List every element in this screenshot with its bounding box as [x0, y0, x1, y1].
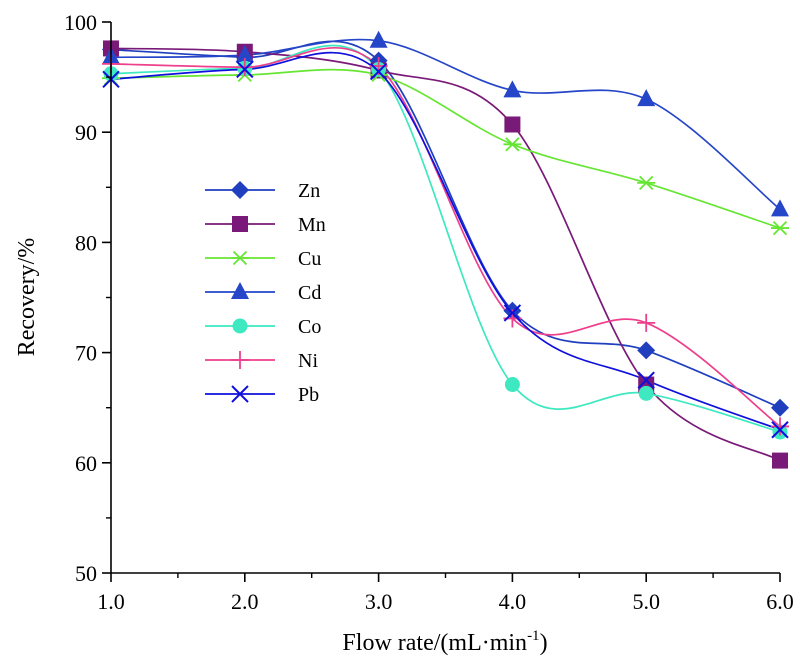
legend-label-mn: Mn: [298, 214, 326, 236]
y-tick-label: 100: [64, 10, 97, 35]
legend-label-ni: Ni: [298, 350, 318, 372]
x-tick-label: 4.0: [499, 589, 527, 614]
point-zn: [637, 341, 656, 360]
point-pb: [637, 371, 655, 389]
x-ticks: 1.0 2.0 3.0 4.0 5.0 6.0: [97, 573, 794, 614]
point-pb: [771, 421, 789, 439]
series-line-mn: [110, 47, 781, 462]
point-co: [504, 377, 520, 393]
point-co: [638, 385, 654, 401]
x-tick-label: 3.0: [365, 589, 393, 614]
point-cd: [771, 199, 789, 217]
point-zn: [771, 398, 789, 417]
legend: Zn Mn Cu Cd Co Ni Pb: [205, 180, 326, 406]
point-cu: [503, 137, 522, 152]
y-tick-label: 80: [75, 230, 97, 255]
point-mn: [504, 116, 521, 133]
legend-marker-cu: [231, 250, 249, 266]
y-tick-label: 60: [75, 451, 97, 476]
y-ticks: 50 60 70 80 90 100: [64, 10, 111, 586]
legend-marker-co: [232, 318, 248, 334]
series-line-cd: [110, 38, 781, 210]
point-ni: [637, 313, 656, 332]
legend-label-pb: Pb: [298, 384, 319, 406]
legend-label-cu: Cu: [298, 248, 321, 270]
point-cd: [503, 80, 522, 98]
point-cd: [235, 45, 254, 63]
point-pb: [236, 60, 254, 79]
y-tick-label: 70: [75, 341, 97, 366]
y-tick-label: 50: [75, 561, 97, 586]
x-tick-label: 6.0: [766, 589, 794, 614]
axes: [110, 22, 780, 574]
y-tick-label: 90: [75, 120, 97, 145]
y-axis-label: Recovery/%: [14, 238, 40, 357]
series-line-cu: [110, 68, 781, 229]
legend-label-co: Co: [298, 316, 321, 338]
point-pb: [369, 62, 388, 81]
point-mn: [772, 452, 788, 469]
x-tick-label: 1.0: [97, 589, 125, 614]
series-line-co: [110, 44, 781, 433]
series-line-ni: [110, 47, 781, 428]
x-tick-label: 5.0: [632, 589, 660, 614]
series-line-pb: [110, 51, 781, 431]
x-axis-label: Flow rate/(mL·min-1): [342, 628, 547, 656]
legend-label-zn: Zn: [298, 180, 320, 202]
point-cu: [771, 220, 789, 236]
point-pb: [503, 304, 522, 322]
point-cd: [369, 30, 388, 48]
x-tick-label: 2.0: [231, 589, 259, 614]
legend-label-cd: Cd: [298, 282, 321, 304]
point-cd: [637, 89, 656, 107]
point-ni: [235, 58, 254, 77]
point-cu: [637, 175, 656, 191]
series-lines: [110, 38, 781, 462]
legend-marker-mn: [232, 216, 248, 232]
legend-marker-zn: [231, 181, 249, 199]
legend-marker-ni: [231, 351, 249, 369]
legend-marker-cd: [231, 282, 249, 299]
point-ni: [771, 417, 789, 436]
legend-marker-pb: [231, 385, 249, 403]
